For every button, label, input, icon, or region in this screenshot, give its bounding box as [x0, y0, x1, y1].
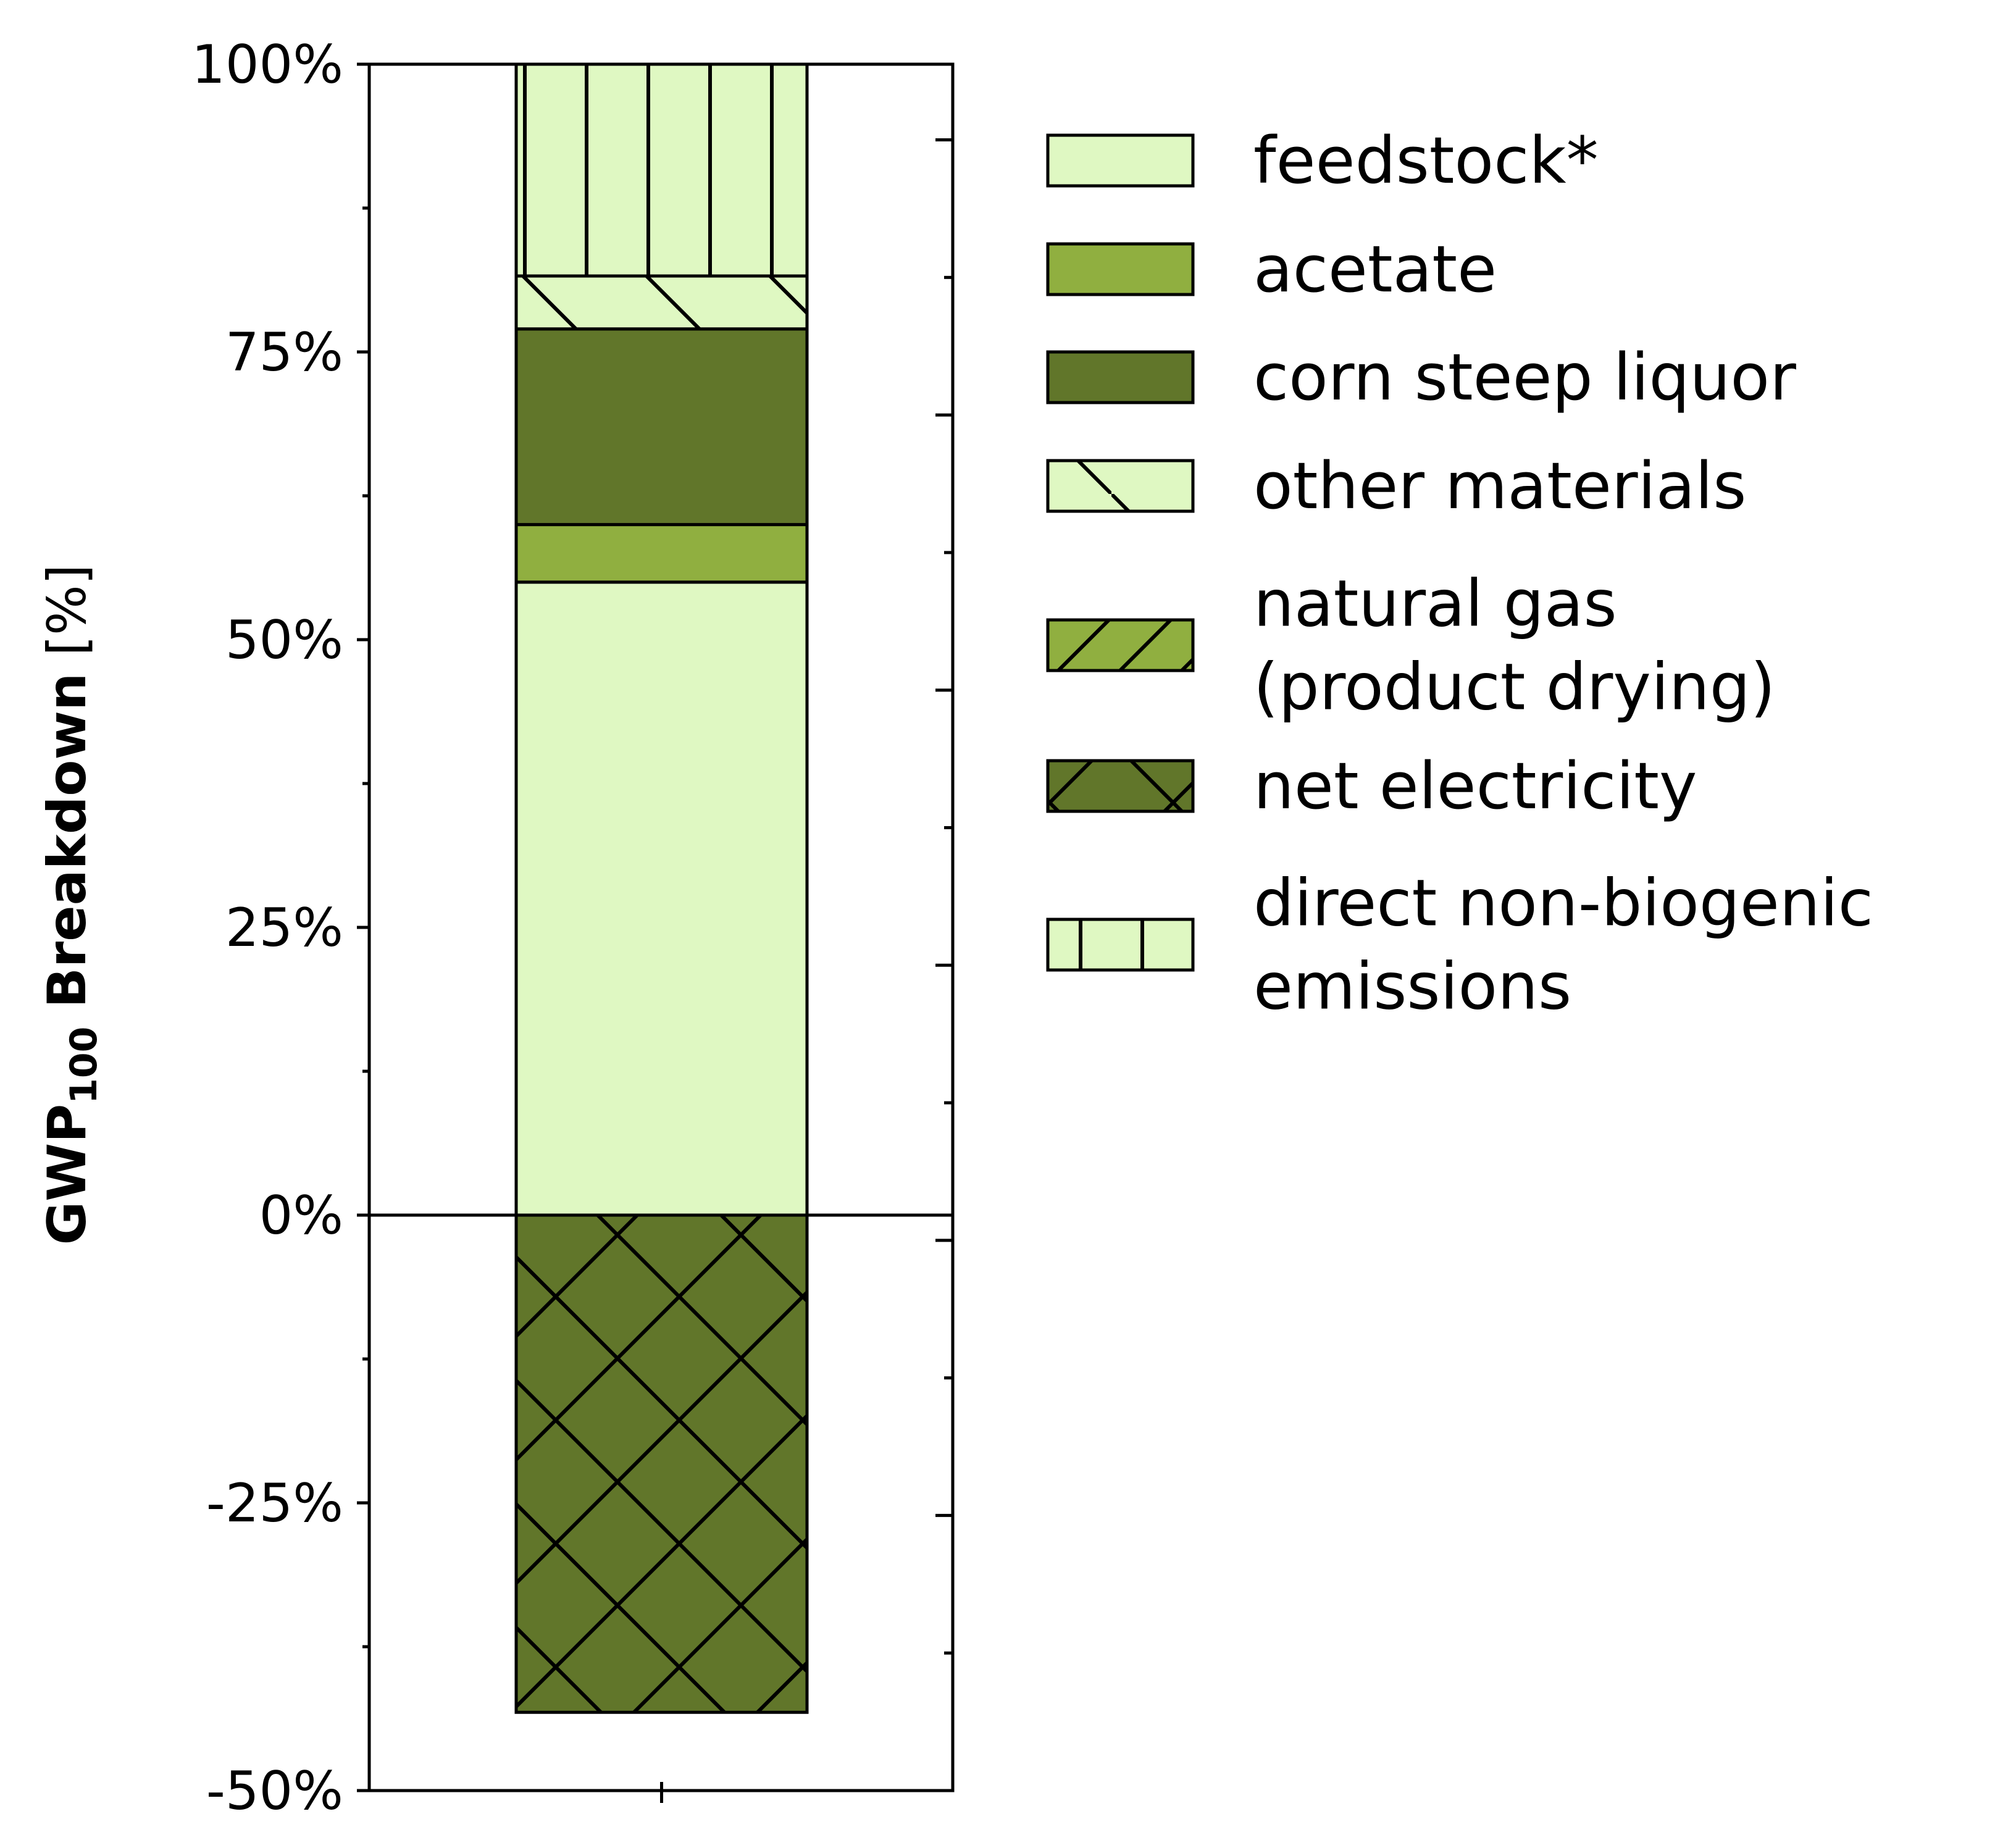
legend-swatch-outline	[1046, 459, 1195, 513]
legend-label: other materials	[1253, 448, 1746, 524]
y-tick-label: 0%	[259, 1185, 343, 1247]
legend-swatch-outline	[1046, 242, 1195, 296]
bar-segment-other-materials-hatch	[514, 274, 809, 331]
bar-stack	[514, 62, 809, 1714]
y-tick-label: 25%	[225, 897, 343, 959]
legend-item-acetate: acetate	[1046, 232, 1497, 307]
legend-swatch-outline	[1046, 133, 1195, 188]
legend-label: direct non-biogenic emissions	[1253, 866, 1873, 1024]
y-axis-label-main: GWP	[36, 1104, 98, 1245]
y-tick-label: 50%	[225, 609, 343, 671]
legend-swatch	[1048, 135, 1193, 186]
legend-label: acetate	[1253, 232, 1497, 307]
bar-segment-acetate	[516, 524, 807, 582]
legend-swatch-outline	[1046, 918, 1195, 972]
legend-label: net electricity	[1253, 748, 1697, 824]
axis-ticks: 100% 75% 50% 25% 0% -25% -50%	[191, 34, 953, 1822]
legend-item-net-electricity: net electricity	[1046, 748, 1697, 824]
legend-swatch-outline	[1046, 618, 1195, 672]
legend: feedstock* acetate corn steep liquor other …	[1046, 123, 1873, 1024]
legend-item-direct-non-biogenic-emissions: direct non-biogenic emissions	[1046, 866, 1873, 1024]
bar-segment-feedstock	[516, 582, 807, 1215]
y-axis-label: GWP100 Breakdown [%]	[36, 564, 106, 1245]
legend-item-corn-steep-liquor: corn steep liquor	[1046, 340, 1796, 415]
legend-label: corn steep liquor	[1253, 340, 1796, 415]
legend-swatch	[1048, 244, 1193, 295]
legend-item-other-materials: other materials	[1046, 448, 1746, 524]
y-tick-label: -25%	[206, 1473, 343, 1534]
y-tick-label: 100%	[191, 34, 343, 96]
legend-swatch	[1048, 352, 1193, 403]
y-tick-label: 75%	[225, 322, 343, 383]
legend-swatch-outline	[1046, 759, 1195, 813]
y-axis-label-rest: Breakdown	[36, 673, 98, 1027]
y-axis-label-unit: [%]	[36, 564, 98, 673]
legend-label: natural gas (product drying)	[1253, 566, 1775, 725]
bar-segment-corn-steep-liquor	[516, 328, 807, 525]
legend-swatch-outline	[1046, 350, 1195, 404]
legend-item-feedstock: feedstock*	[1046, 123, 1599, 198]
legend-item-natural-gas-product-drying: natural gas (product drying)	[1046, 566, 1775, 725]
legend-label: feedstock*	[1253, 123, 1599, 198]
bar-segment-direct-non-biogenic-emissions-hatch	[514, 62, 809, 278]
y-tick-label: -50%	[206, 1760, 343, 1822]
y-axis-label-subscript: 100	[62, 1027, 106, 1104]
bar-segment-net-electricity-hatch	[514, 1213, 809, 1714]
